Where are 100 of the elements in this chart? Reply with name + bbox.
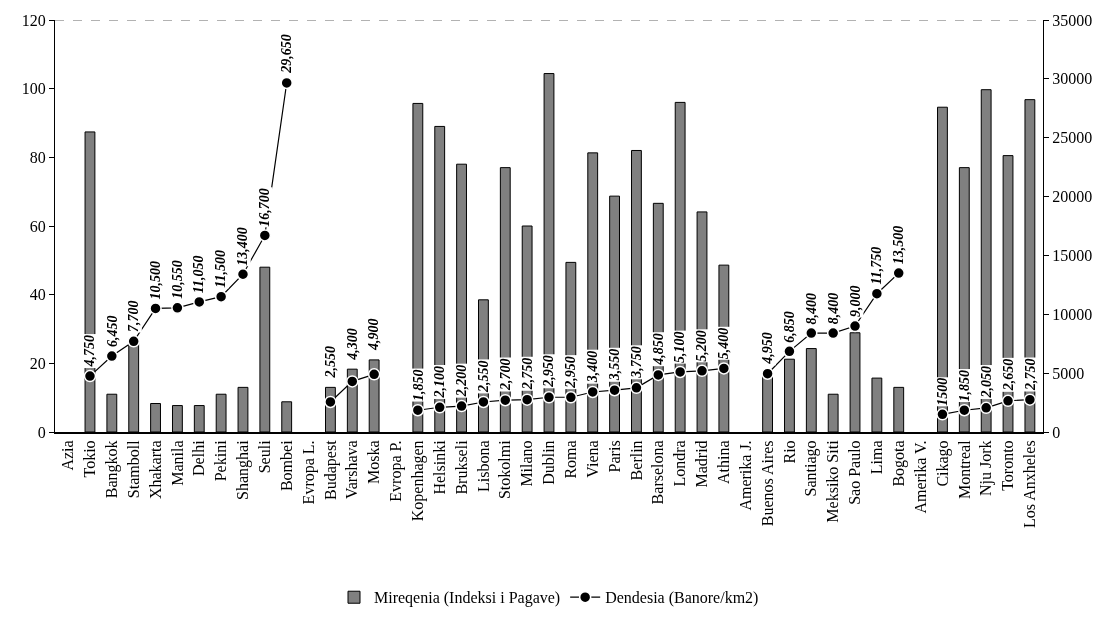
x-tick-label: Amerika J. xyxy=(736,440,754,511)
data-label: 2,950 xyxy=(541,355,557,388)
point xyxy=(499,393,512,407)
legend-label: Mireqenia (Indeksi i Pagave) xyxy=(374,589,561,608)
y2-tick-label: 35000 xyxy=(1052,11,1093,29)
y-tick-label: 80 xyxy=(29,148,46,166)
point xyxy=(695,364,709,378)
data-label: 2,650 xyxy=(1000,358,1016,392)
x-tick-label: Rio xyxy=(780,440,798,464)
data-label: 1500 xyxy=(935,377,951,406)
data-label: 8,400 xyxy=(804,292,820,325)
point xyxy=(105,349,119,363)
data-label: 16,700 xyxy=(256,188,272,227)
point xyxy=(280,76,293,90)
point xyxy=(979,401,993,415)
point xyxy=(171,301,184,315)
point xyxy=(805,326,818,340)
data-label: 2,550 xyxy=(323,346,339,379)
data-label: 10,500 xyxy=(147,260,163,300)
data-label: 13,500 xyxy=(891,225,907,265)
point xyxy=(783,345,796,358)
x-tick-label: Paris xyxy=(605,440,623,473)
point xyxy=(149,302,162,315)
data-label: 29,650 xyxy=(278,34,294,74)
point xyxy=(193,295,206,309)
y-tick-label: 120 xyxy=(21,11,46,29)
y-tick-label: 40 xyxy=(29,286,46,304)
point xyxy=(586,385,599,399)
data-label: 11,500 xyxy=(213,250,229,288)
point xyxy=(520,393,534,406)
x-tick-label: Buenos Aires xyxy=(758,440,776,527)
data-label: 8,400 xyxy=(826,292,842,325)
data-label: 2,200 xyxy=(453,364,469,398)
point xyxy=(673,365,687,379)
point xyxy=(826,326,840,340)
data-label: 5,200 xyxy=(694,330,710,362)
point xyxy=(324,395,337,409)
x-tick-label: Montreal xyxy=(955,439,973,500)
point xyxy=(214,290,228,303)
data-label: 9,000 xyxy=(847,285,863,318)
point xyxy=(1023,393,1037,406)
point xyxy=(958,403,971,417)
point xyxy=(652,368,665,382)
x-tick-label: Azia xyxy=(59,440,77,471)
x-tick-label: Bogota xyxy=(889,440,908,487)
x-tick-label: Bombei xyxy=(277,439,295,492)
data-label: 4,950 xyxy=(760,332,776,365)
x-tick-label: Manila xyxy=(168,440,186,486)
point xyxy=(564,391,578,404)
point xyxy=(717,362,731,375)
point xyxy=(433,401,446,414)
x-tick-label: Lisbona xyxy=(474,440,492,492)
x-tick-label: Cikago xyxy=(933,440,952,487)
x-tick-label: Tokio xyxy=(81,440,99,478)
x-tick-label: Milano xyxy=(518,440,536,487)
data-label: 11,750 xyxy=(869,246,885,285)
y-tick-label: 100 xyxy=(21,80,46,98)
data-label: 2,750 xyxy=(1022,358,1038,392)
x-tick-label: Berlin xyxy=(627,440,645,481)
x-tick-label: Lima xyxy=(868,440,886,475)
x-tick-label: Evropa L. xyxy=(299,440,318,505)
y-tick-label: 20 xyxy=(29,354,46,372)
y2-tick-label: 30000 xyxy=(1052,70,1093,88)
data-label: 3,550 xyxy=(606,348,622,382)
data-label: 4,300 xyxy=(344,328,360,361)
x-tick-label: Amerika V. xyxy=(911,440,929,514)
y2-tick-label: 0 xyxy=(1052,423,1061,441)
x-tick-label: Evropa P. xyxy=(387,440,406,502)
data-label: 6,850 xyxy=(782,311,798,343)
y-tick-label: 0 xyxy=(37,423,46,441)
point xyxy=(411,403,425,417)
point xyxy=(455,399,468,413)
x-tick-label: Nju Jork xyxy=(977,440,996,496)
y2-tick-label: 20000 xyxy=(1052,188,1093,206)
point xyxy=(477,395,490,409)
data-label: 2,950 xyxy=(563,356,579,389)
data-label: 1,850 xyxy=(410,369,426,402)
x-tick-label: Varshava xyxy=(343,440,361,500)
point xyxy=(892,266,905,280)
point xyxy=(1001,394,1015,408)
data-label: 2,550 xyxy=(475,360,491,393)
point xyxy=(936,408,949,421)
x-tick-label: Xhakarta xyxy=(146,440,164,500)
point xyxy=(542,391,556,404)
x-tick-label: Moska xyxy=(365,440,383,484)
y2-tick-label: 5000 xyxy=(1052,364,1085,382)
point xyxy=(630,381,643,395)
data-label: 3,400 xyxy=(585,350,601,384)
point xyxy=(83,369,97,383)
y2-tick-label: 10000 xyxy=(1052,305,1093,323)
x-tick-label: Shanghai xyxy=(234,439,253,500)
x-tick-label: Viena xyxy=(583,440,601,478)
data-label: 5,100 xyxy=(672,331,688,364)
data-label: 13,400 xyxy=(235,227,251,266)
x-tick-label: Roma xyxy=(562,440,580,479)
x-tick-label: Barselona xyxy=(649,440,667,505)
data-label: 1,850 xyxy=(957,370,973,402)
x-tick-label: Meksiko Siti xyxy=(824,439,842,523)
data-label: 7,700 xyxy=(126,300,142,333)
x-tick-label: Seuli xyxy=(256,439,274,474)
